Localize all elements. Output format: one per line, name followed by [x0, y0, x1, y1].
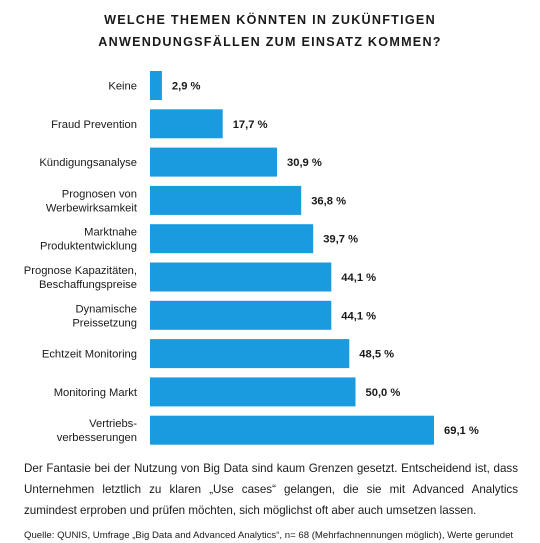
category-label-4: Prognosen von Werbewirksamkeit	[46, 188, 138, 214]
chart-footer: Der Fantasie bei der Nutzung von Big Dat…	[24, 458, 518, 543]
value-label-4: 36,8 %	[311, 195, 346, 207]
bar-3	[150, 147, 277, 177]
bar-7	[150, 300, 332, 330]
category-label-10: Vertriebs-verbesserungen	[57, 418, 138, 444]
category-label-line: verbesserungen	[57, 432, 137, 444]
value-label-7: 44,1 %	[341, 310, 376, 322]
category-label-3: Kündigungsanalyse	[39, 157, 137, 169]
category-label-line: Werbewirksamkeit	[46, 202, 138, 214]
bar-5	[150, 224, 314, 254]
bar-9	[150, 377, 356, 407]
category-label-line: Vertriebs-	[89, 418, 137, 430]
category-label-line: Marktnahe	[84, 227, 137, 239]
category-label-8: Echtzeit Monitoring	[42, 349, 137, 361]
category-label-line: Beschaffungspreise	[39, 279, 137, 291]
value-label-1: 2,9 %	[172, 81, 201, 93]
bar-4	[150, 185, 302, 215]
chart-description: Der Fantasie bei der Nutzung von Big Dat…	[24, 462, 518, 517]
category-label-1: Keine	[108, 81, 137, 93]
chart-title: WELCHE THEMEN KÖNNTEN IN ZUKÜNFTIGEN ANW…	[0, 9, 540, 53]
category-label-line: Preissetzung	[72, 317, 137, 329]
category-label-line: Prognosen von	[62, 188, 137, 200]
category-label-line: Prognose Kapazitäten,	[24, 265, 137, 277]
category-label-line: Monitoring Markt	[54, 387, 138, 399]
bar-10	[150, 415, 434, 445]
bar-2	[150, 109, 223, 139]
category-label-9: Monitoring Markt	[54, 387, 138, 399]
category-label-7: Dynamische Preissetzung	[72, 303, 137, 329]
category-label-2: Fraud Prevention	[51, 119, 137, 131]
chart-title-line-1: WELCHE THEMEN KÖNNTEN IN ZUKÜNFTIGEN	[104, 13, 436, 27]
chart-source: Quelle: QUNIS, Umfrage „Big Data and Adv…	[24, 530, 514, 541]
bar-1	[150, 71, 162, 100]
category-label-line: Produktentwicklung	[40, 241, 137, 253]
category-label-line: Keine	[108, 81, 137, 93]
chart-title-line-2: ANWENDUNGSFÄLLEN ZUM EINSATZ KOMMEN?	[98, 35, 442, 49]
category-label-5: Marktnahe Produktentwicklung	[40, 227, 137, 253]
value-label-9: 50,0 %	[366, 387, 401, 399]
category-label-6: Prognose Kapazitäten, Beschaffungspreise	[24, 265, 137, 291]
bar-6	[150, 262, 332, 292]
value-label-5: 39,7 %	[323, 234, 358, 246]
category-label-line: Dynamische	[75, 303, 137, 315]
category-label-line: Kündigungsanalyse	[39, 157, 137, 169]
value-label-2: 17,7 %	[233, 119, 268, 131]
value-label-8: 48,5 %	[359, 349, 394, 361]
category-label-line: Fraud Prevention	[51, 119, 137, 131]
value-label-10: 69,1 %	[444, 425, 479, 437]
category-label-line: Echtzeit Monitoring	[42, 349, 137, 361]
value-label-6: 44,1 %	[341, 272, 376, 284]
value-label-3: 30,9 %	[287, 157, 322, 169]
bar-8	[150, 339, 350, 369]
bar-chart: 2,9 % Keine 17,7 % Fraud Prevention 30,9 % Kü…	[24, 71, 479, 445]
